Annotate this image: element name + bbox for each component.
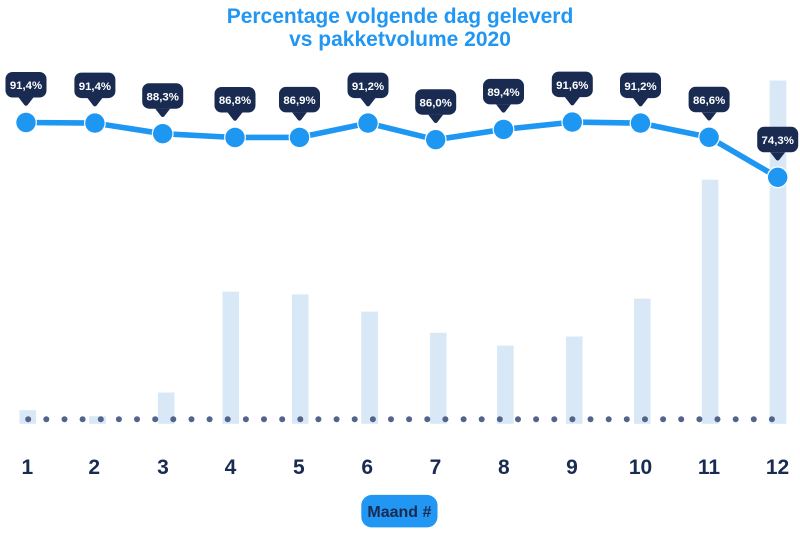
svg-text:91,2%: 91,2% (352, 81, 384, 93)
svg-text:86,8%: 86,8% (219, 95, 251, 107)
svg-text:7: 7 (430, 456, 442, 479)
svg-text:8: 8 (498, 456, 510, 479)
svg-text:86,6%: 86,6% (693, 95, 725, 107)
svg-text:11: 11 (698, 456, 721, 479)
svg-text:Maand #: Maand # (367, 504, 431, 521)
svg-text:10: 10 (629, 456, 652, 479)
svg-text:91,4%: 91,4% (79, 81, 111, 93)
svg-text:6: 6 (361, 456, 373, 479)
svg-text:5: 5 (293, 456, 305, 479)
svg-text:2: 2 (88, 456, 100, 479)
svg-text:91,2%: 91,2% (624, 81, 656, 93)
svg-text:4: 4 (225, 456, 237, 479)
svg-text:74,3%: 74,3% (762, 135, 794, 147)
svg-text:Percentage volgende dag geleve: Percentage volgende dag geleverd (227, 5, 574, 28)
svg-text:vs pakketvolume 2020: vs pakketvolume 2020 (289, 28, 511, 51)
svg-text:86,0%: 86,0% (420, 97, 452, 109)
svg-text:89,4%: 89,4% (487, 87, 519, 99)
svg-text:1: 1 (21, 456, 33, 479)
svg-text:91,6%: 91,6% (556, 80, 588, 92)
svg-text:86,9%: 86,9% (283, 95, 315, 107)
svg-text:3: 3 (157, 456, 169, 479)
svg-text:9: 9 (566, 456, 578, 479)
svg-text:91,4%: 91,4% (10, 80, 42, 92)
svg-text:88,3%: 88,3% (147, 91, 179, 103)
svg-text:12: 12 (766, 456, 789, 479)
